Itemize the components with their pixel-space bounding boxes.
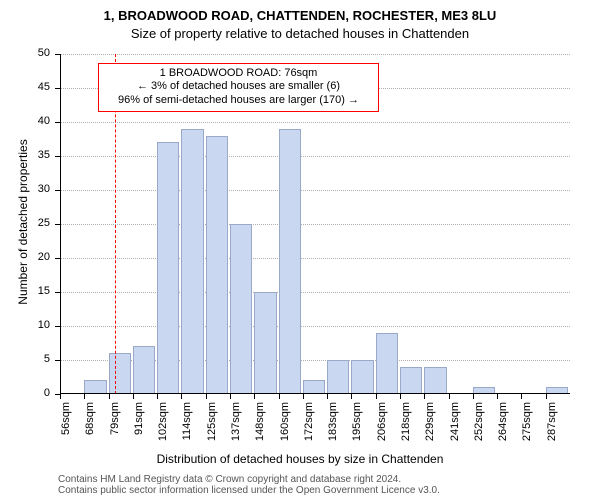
histogram-bar [303, 380, 325, 394]
y-tick-label: 50 [20, 47, 50, 59]
y-tick-label: 15 [20, 285, 50, 297]
x-tick-label: 79sqm [109, 402, 121, 452]
y-tick-label: 5 [20, 353, 50, 365]
histogram-bar [181, 129, 203, 394]
histogram-bar [230, 224, 252, 394]
histogram-bar [424, 367, 446, 394]
x-axis-spine [60, 393, 570, 394]
x-tick-label: 91sqm [133, 402, 145, 452]
histogram-bar [376, 333, 398, 394]
y-tick-label: 25 [20, 217, 50, 229]
gridline [60, 258, 570, 260]
x-tick-label: 183sqm [327, 402, 339, 452]
y-tick-label: 30 [20, 183, 50, 195]
y-tick-label: 0 [20, 387, 50, 399]
histogram-bar [279, 129, 301, 394]
attribution-footer: Contains HM Land Registry data © Crown c… [58, 474, 440, 496]
histogram-bar [109, 353, 131, 394]
y-tick-label: 35 [20, 149, 50, 161]
x-tick-label: 102sqm [157, 402, 169, 452]
histogram-bar [254, 292, 276, 394]
info-box: 1 BROADWOOD ROAD: 76sqm← 3% of detached … [98, 63, 379, 112]
x-tick-label: 252sqm [473, 402, 485, 452]
histogram-bar [206, 136, 228, 394]
histogram-bar [400, 367, 422, 394]
info-box-line: 96% of semi-detached houses are larger (… [103, 94, 374, 108]
x-tick-label: 264sqm [497, 402, 509, 452]
x-tick-label: 275sqm [521, 402, 533, 452]
x-tick-label: 114sqm [181, 402, 193, 452]
footer-line: Contains public sector information licen… [58, 485, 440, 496]
y-tick-label: 40 [20, 115, 50, 127]
footer-line: Contains HM Land Registry data © Crown c… [58, 474, 440, 485]
info-box-line: ← 3% of detached houses are smaller (6) [103, 80, 374, 94]
histogram-bar [327, 360, 349, 394]
x-tick-label: 172sqm [303, 402, 315, 452]
gridline [60, 122, 570, 124]
x-tick-label: 206sqm [376, 402, 388, 452]
x-tick-label: 68sqm [84, 402, 96, 452]
x-tick-label: 137sqm [230, 402, 242, 452]
histogram-bar [133, 346, 155, 394]
histogram-bar [84, 380, 106, 394]
chart-container: { "title_line1": "1, BROADWOOD ROAD, CHA… [0, 0, 600, 500]
gridline [60, 54, 570, 56]
info-box-line: 1 BROADWOOD ROAD: 76sqm [103, 67, 374, 81]
histogram-bar [351, 360, 373, 394]
chart-subtitle: Size of property relative to detached ho… [0, 26, 600, 41]
x-tick-label: 56sqm [60, 402, 72, 452]
y-tick-label: 20 [20, 251, 50, 263]
gridline [60, 326, 570, 328]
x-tick-label: 125sqm [206, 402, 218, 452]
x-tick-label: 241sqm [449, 402, 461, 452]
x-tick-label: 218sqm [400, 402, 412, 452]
plot-area: 1 BROADWOOD ROAD: 76sqm← 3% of detached … [60, 54, 570, 394]
x-tick-label: 229sqm [424, 402, 436, 452]
x-tick-label: 195sqm [351, 402, 363, 452]
chart-title-address: 1, BROADWOOD ROAD, CHATTENDEN, ROCHESTER… [0, 8, 600, 23]
y-tick-label: 10 [20, 319, 50, 331]
x-tick-label: 287sqm [546, 402, 558, 452]
histogram-bar [157, 142, 179, 394]
gridline [60, 224, 570, 226]
x-tick-label: 148sqm [254, 402, 266, 452]
x-tick-label: 160sqm [279, 402, 291, 452]
gridline [60, 190, 570, 192]
x-axis-label: Distribution of detached houses by size … [0, 452, 600, 466]
gridline [60, 292, 570, 294]
y-axis-spine [60, 54, 61, 394]
gridline [60, 156, 570, 158]
y-tick-label: 45 [20, 81, 50, 93]
